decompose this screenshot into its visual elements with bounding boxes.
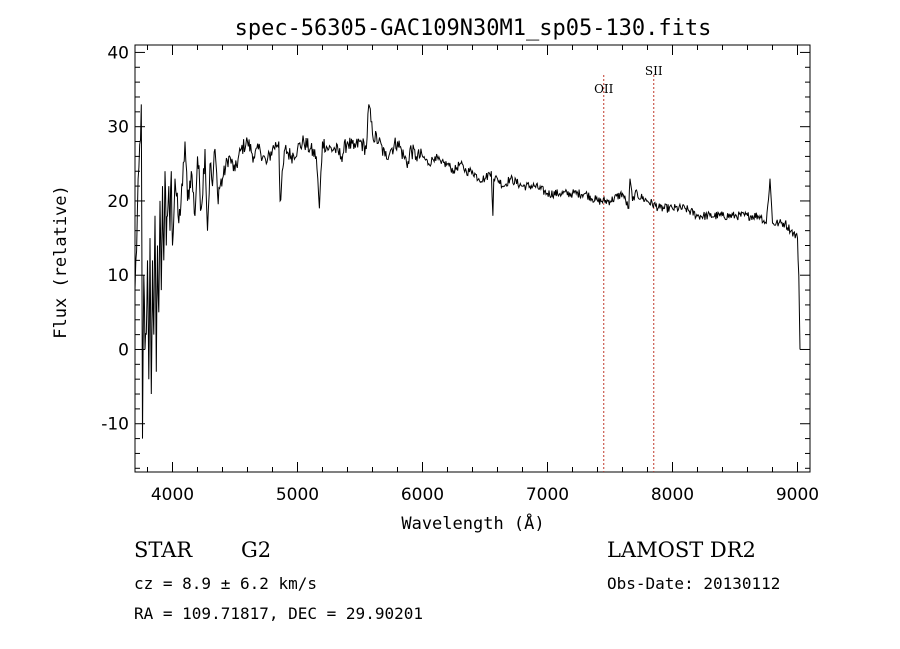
spectrum-line xyxy=(134,104,801,439)
x-tick-label: 4000 xyxy=(151,485,194,505)
x-tick-label: 9000 xyxy=(776,485,819,505)
y-tick-label: 20 xyxy=(107,192,129,212)
y-tick-label: 0 xyxy=(118,340,129,360)
coordinates: RA = 109.71817, DEC = 29.90201 xyxy=(134,604,423,623)
y-tick-label: 40 xyxy=(107,43,129,63)
reference-line-label: OII xyxy=(594,82,614,96)
reference-lines: OII SII xyxy=(594,64,663,472)
object-subclass: G2 xyxy=(241,538,272,562)
y-tick-label: -10 xyxy=(101,415,129,435)
object-class: STAR xyxy=(134,538,193,562)
axis-ticks: 4000 5000 6000 7000 8000 9000 -10 0 10 20 30 40 xyxy=(101,43,819,505)
x-tick-label: 8000 xyxy=(651,485,694,505)
redshift-cz: cz = 8.9 ± 6.2 km/s xyxy=(134,574,318,593)
chart-title: spec-56305-GAC109N30M1_sp05-130.fits xyxy=(235,16,712,41)
x-tick-label: 5000 xyxy=(276,485,319,505)
y-tick-label: 10 xyxy=(107,266,129,286)
reference-line-label: SII xyxy=(645,64,663,78)
survey-name: LAMOST DR2 xyxy=(607,538,756,562)
x-tick-label: 7000 xyxy=(526,485,569,505)
observation-date: Obs-Date: 20130112 xyxy=(607,574,781,593)
plot-frame xyxy=(134,44,811,473)
y-axis-label: Flux (relative) xyxy=(51,185,71,339)
x-tick-label: 6000 xyxy=(401,485,444,505)
x-axis-label: Wavelength (Å) xyxy=(401,512,544,534)
y-tick-label: 30 xyxy=(107,118,129,138)
